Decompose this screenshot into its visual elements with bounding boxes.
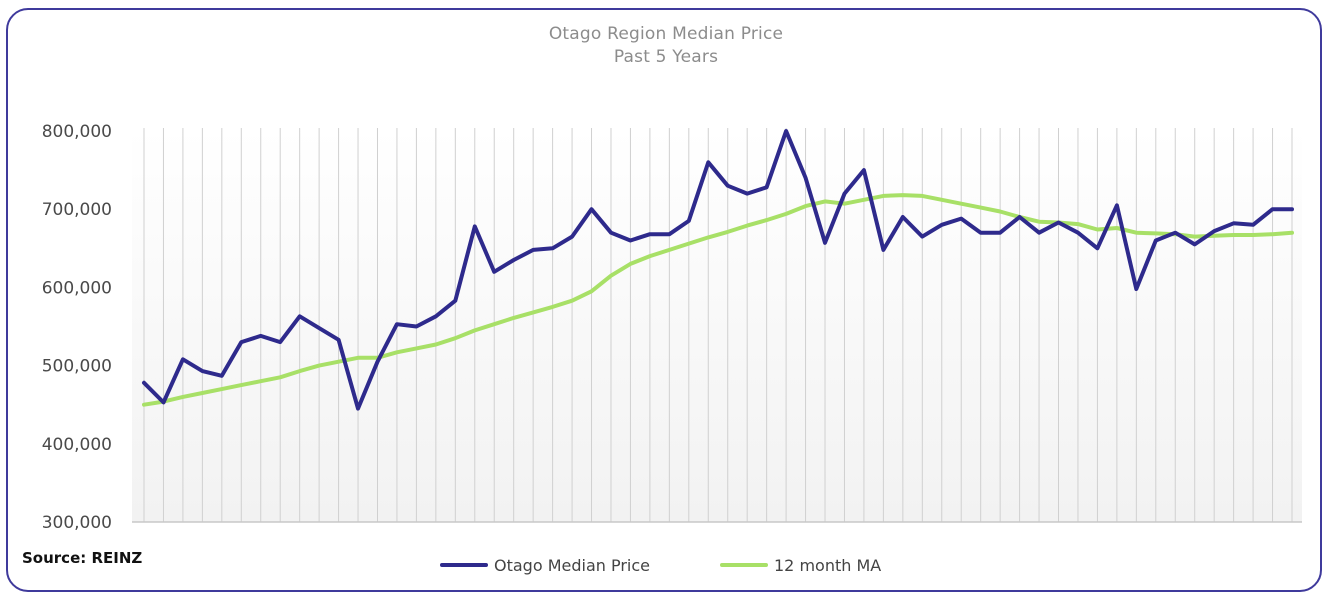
legend-item-median: Otago Median Price — [440, 555, 651, 575]
y-tick-label: 600,000 — [42, 278, 112, 298]
series-line-median-price — [142, 129, 1294, 411]
legend-label-median: Otago Median Price — [494, 555, 651, 575]
y-tick-label: 800,000 — [42, 122, 112, 142]
legend-swatch-median — [440, 563, 488, 567]
chart-subtitle: Past 5 Years — [613, 47, 719, 67]
y-tick-label: 500,000 — [42, 357, 112, 377]
plot-area — [132, 128, 1302, 522]
y-tick-label: 700,000 — [42, 200, 112, 220]
y-tick-label: 300,000 — [42, 513, 112, 533]
legend-swatch-ma — [720, 563, 768, 567]
y-tick-label: 400,000 — [42, 435, 112, 455]
legend-label-ma: 12 month MA — [774, 555, 882, 575]
series-line-12-month-ma — [142, 193, 1294, 407]
legend-item-ma: 12 month MA — [720, 555, 882, 575]
chart-title: Otago Region Median Price — [548, 24, 784, 44]
source-note: Source: REINZ — [22, 549, 143, 567]
